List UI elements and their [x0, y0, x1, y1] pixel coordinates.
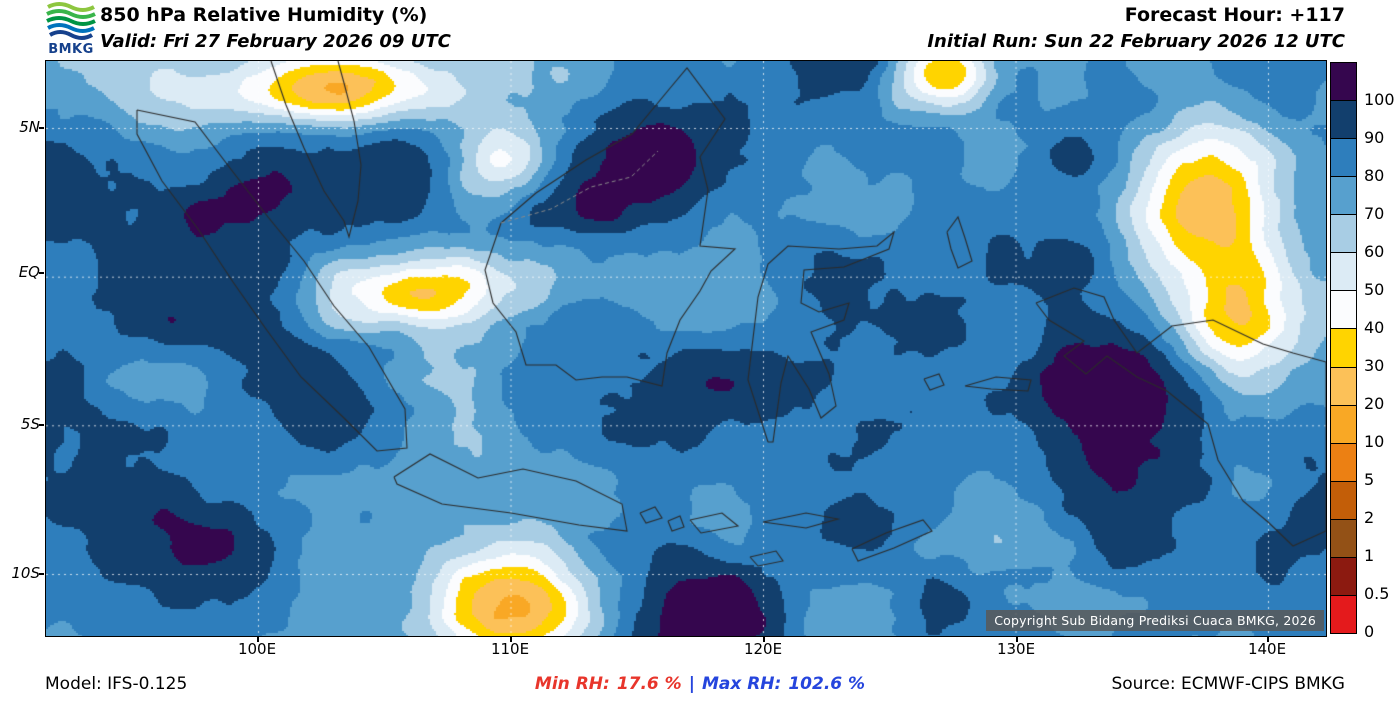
lat-label-eq: EQ — [18, 263, 40, 281]
lon-label-130e: 130E — [996, 640, 1036, 658]
lat-label-5n: 5N — [19, 118, 40, 136]
colorbar-tick-label: 0.5 — [1364, 584, 1390, 603]
lon-label-110e: 110E — [490, 640, 530, 658]
lon-label-100e: 100E — [237, 640, 277, 658]
min-rh-label: Min RH: — [534, 674, 610, 694]
colorbar-segment — [1331, 518, 1356, 557]
lon-tick — [510, 637, 512, 642]
lat-tick — [39, 127, 44, 129]
colorbar-tick-label: 100 — [1364, 90, 1395, 109]
lon-tick — [257, 637, 259, 642]
colorbar-tick-label: 1 — [1364, 546, 1375, 565]
colorbar-tick-label: 30 — [1364, 356, 1385, 375]
colorbar-tick-label: 5 — [1364, 470, 1375, 489]
colorbar-segment — [1331, 176, 1356, 215]
colorbar-tick-label: 10 — [1364, 432, 1385, 451]
colorbar-segment — [1331, 214, 1356, 253]
colorbar-segment — [1331, 138, 1356, 177]
colorbar-segment — [1331, 290, 1356, 329]
lon-tick — [763, 637, 765, 642]
source-label: Source: ECMWF-CIPS BMKG — [1111, 674, 1345, 694]
rh-field-canvas — [46, 61, 1326, 636]
colorbar-segment — [1331, 404, 1356, 443]
model-label: Model: IFS-0.125 — [45, 674, 188, 694]
logo-text: BMKG — [48, 42, 94, 57]
colorbar-segment — [1331, 480, 1356, 519]
logo-waves-icon — [44, 2, 98, 45]
lat-tick — [39, 272, 44, 274]
colorbar-segment — [1331, 556, 1356, 595]
colorbar-tick-label: 50 — [1364, 280, 1385, 299]
colorbar-tick-label: 70 — [1364, 204, 1385, 223]
colorbar-segment — [1331, 252, 1356, 291]
colorbar-segment — [1331, 594, 1356, 633]
colorbar-segment — [1331, 100, 1356, 139]
lon-tick — [1267, 637, 1269, 642]
minmax-separator: | — [688, 674, 695, 694]
lat-tick — [39, 573, 44, 575]
colorbar-tick-label: 90 — [1364, 128, 1385, 147]
forecast-hour: Forecast Hour: +117 — [1124, 4, 1345, 26]
lat-tick — [39, 424, 44, 426]
lat-label-5s: 5S — [20, 415, 40, 433]
lon-label-140e: 140E — [1247, 640, 1287, 658]
copyright-badge: Copyright Sub Bidang Prediksi Cuaca BMKG… — [986, 610, 1324, 631]
colorbar-segment — [1331, 328, 1356, 367]
colorbar-tick-label: 80 — [1364, 166, 1385, 185]
max-rh-value: 102.6 % — [788, 674, 866, 694]
colorbar-tick-label: 0 — [1364, 622, 1375, 641]
initial-run: Initial Run: Sun 22 February 2026 12 UTC — [927, 31, 1345, 52]
colorbar-tick-label: 60 — [1364, 242, 1385, 261]
min-rh-value: 17.6 % — [616, 674, 682, 694]
lat-label-10s: 10S — [11, 564, 40, 582]
valid-datetime: Valid: Fri 27 February 2026 09 UTC — [100, 31, 451, 52]
max-rh-label: Max RH: — [701, 674, 782, 694]
lon-label-120e: 120E — [743, 640, 783, 658]
colorbar-segment — [1331, 366, 1356, 405]
page-title: 850 hPa Relative Humidity (%) — [100, 4, 428, 26]
colorbar-segment — [1331, 442, 1356, 481]
colorbar-segment — [1331, 63, 1356, 101]
bmkg-logo: BMKG — [42, 1, 100, 57]
humidity-map: Copyright Sub Bidang Prediksi Cuaca BMKG… — [45, 60, 1327, 637]
colorbar-tick-label: 20 — [1364, 394, 1385, 413]
rh-minmax-line: Min RH: 17.6 % | Max RH: 102.6 % — [535, 674, 865, 694]
colorbar-tick-label: 2 — [1364, 508, 1375, 527]
colorbar — [1330, 62, 1357, 634]
lon-tick — [1016, 637, 1018, 642]
colorbar-tick-label: 40 — [1364, 318, 1385, 337]
